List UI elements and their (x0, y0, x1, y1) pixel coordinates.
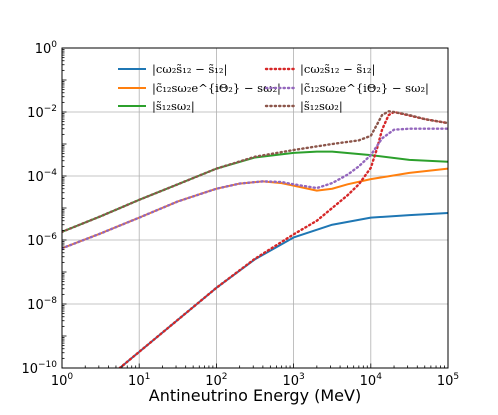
x-tick-label: 102 (205, 372, 227, 389)
legend-label-5: |c̃₁₂sω₂e^{iΘ₂} − sω₂| (300, 81, 429, 96)
y-tick-label: 10−6 (27, 232, 57, 249)
legend-label-6: |s̃₁₂sω₂| (300, 99, 343, 114)
ticks: 100 101 102 103 104 105 10−10 10−8 10−6 10−4 10−2 1… (21, 40, 459, 389)
legend-label-1: |cω₂s̃₁₂ − s̃₁₂| (152, 62, 227, 77)
y-tick-label: 10−4 (27, 168, 57, 185)
y-tick-label: 10−10 (21, 360, 57, 377)
legend-label-4: |cω₂s̃₁₂ − s̃₁₂| (300, 62, 375, 77)
legend: |cω₂s̃₁₂ − s̃₁₂| |c̃₁₂sω₂e^{iΘ₂} − sω₂| |s… (118, 62, 429, 114)
series-line-1 (119, 211, 448, 368)
x-tick-label: 100 (51, 372, 74, 389)
legend-label-3: |s̃₁₂sω₂| (152, 99, 195, 114)
x-axis-label: Antineutrino Energy (MeV) (149, 386, 361, 405)
x-tick-label: 105 (437, 372, 459, 389)
y-tick-label: 10−2 (27, 104, 57, 121)
series-line-3 (62, 150, 448, 233)
y-tick-label: 10−8 (27, 296, 57, 313)
series-line-5 (62, 127, 448, 250)
x-tick-label: 103 (282, 372, 304, 389)
legend-label-2: |c̃₁₂sω₂e^{iΘ₂} − sω₂| (152, 81, 281, 96)
series-layer (62, 110, 448, 368)
series-line-6 (62, 110, 448, 234)
y-tick-label: 100 (35, 40, 58, 57)
x-tick-label: 101 (128, 372, 150, 389)
x-tick-label: 104 (360, 372, 383, 389)
